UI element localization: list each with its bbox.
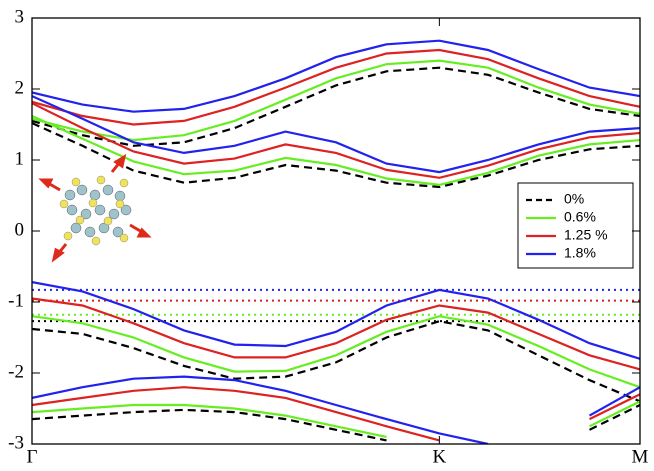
legend-label: 1.8% bbox=[564, 245, 596, 261]
band-line bbox=[32, 59, 640, 142]
band-line bbox=[32, 281, 640, 360]
x-tick-label: K bbox=[432, 446, 446, 466]
band-line bbox=[32, 315, 640, 389]
y-tick-label: -2 bbox=[8, 361, 24, 382]
x-tick-label: M bbox=[632, 446, 649, 466]
legend-label: 0% bbox=[564, 191, 584, 207]
legend: 0% 0.6% 1.25 % 1.8% bbox=[517, 182, 634, 269]
y-tick-label: 1 bbox=[15, 148, 25, 169]
band-line bbox=[32, 400, 640, 438]
band-line bbox=[32, 122, 640, 189]
band-line bbox=[32, 297, 640, 371]
band-line bbox=[32, 66, 640, 147]
band-line bbox=[32, 102, 640, 179]
y-tick-label: 2 bbox=[15, 77, 25, 98]
y-tick-label: 3 bbox=[15, 6, 25, 27]
legend-label: 0.6% bbox=[564, 209, 596, 225]
band-line bbox=[32, 375, 640, 444]
band-line bbox=[32, 404, 640, 442]
y-tick-label: -1 bbox=[8, 290, 24, 311]
y-tick-label: -3 bbox=[8, 432, 24, 453]
x-tick-label: Γ bbox=[27, 446, 38, 466]
band-line bbox=[32, 95, 640, 174]
y-tick-label: 0 bbox=[15, 219, 25, 240]
structure-inset bbox=[38, 153, 152, 263]
legend-label: 1.25 % bbox=[564, 227, 608, 243]
band-line bbox=[32, 114, 640, 187]
band-line bbox=[32, 320, 640, 403]
band-line bbox=[32, 39, 640, 113]
band-line bbox=[32, 48, 640, 126]
plot-area bbox=[32, 39, 640, 444]
band-line bbox=[32, 386, 640, 442]
